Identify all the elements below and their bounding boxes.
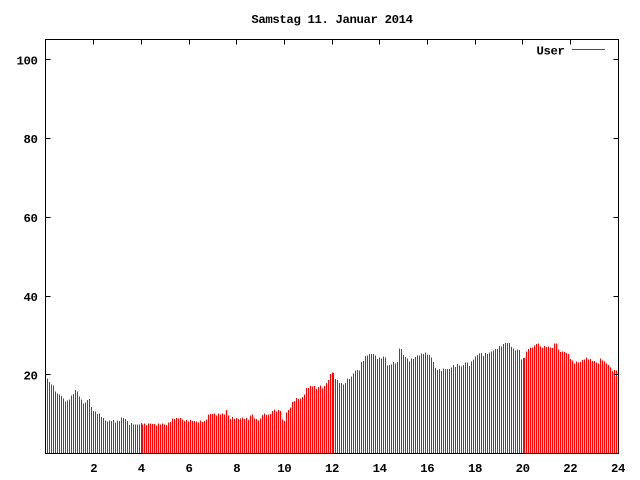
svg-text:Samstag 11. Januar 2014: Samstag 11. Januar 2014 xyxy=(251,13,413,27)
svg-text:8: 8 xyxy=(233,462,240,476)
svg-text:20: 20 xyxy=(23,370,37,384)
svg-text:60: 60 xyxy=(23,212,37,226)
svg-text:2: 2 xyxy=(90,462,97,476)
svg-text:4: 4 xyxy=(138,462,146,476)
svg-text:80: 80 xyxy=(23,133,37,147)
svg-text:100: 100 xyxy=(16,55,37,69)
svg-text:User: User xyxy=(536,45,564,59)
svg-text:14: 14 xyxy=(373,462,388,476)
svg-text:6: 6 xyxy=(185,462,192,476)
svg-text:22: 22 xyxy=(563,462,577,476)
svg-text:20: 20 xyxy=(516,462,530,476)
svg-text:24: 24 xyxy=(611,462,626,476)
svg-text:12: 12 xyxy=(325,462,339,476)
svg-text:10: 10 xyxy=(277,462,291,476)
svg-text:16: 16 xyxy=(420,462,434,476)
svg-text:18: 18 xyxy=(468,462,482,476)
svg-text:40: 40 xyxy=(23,291,37,305)
